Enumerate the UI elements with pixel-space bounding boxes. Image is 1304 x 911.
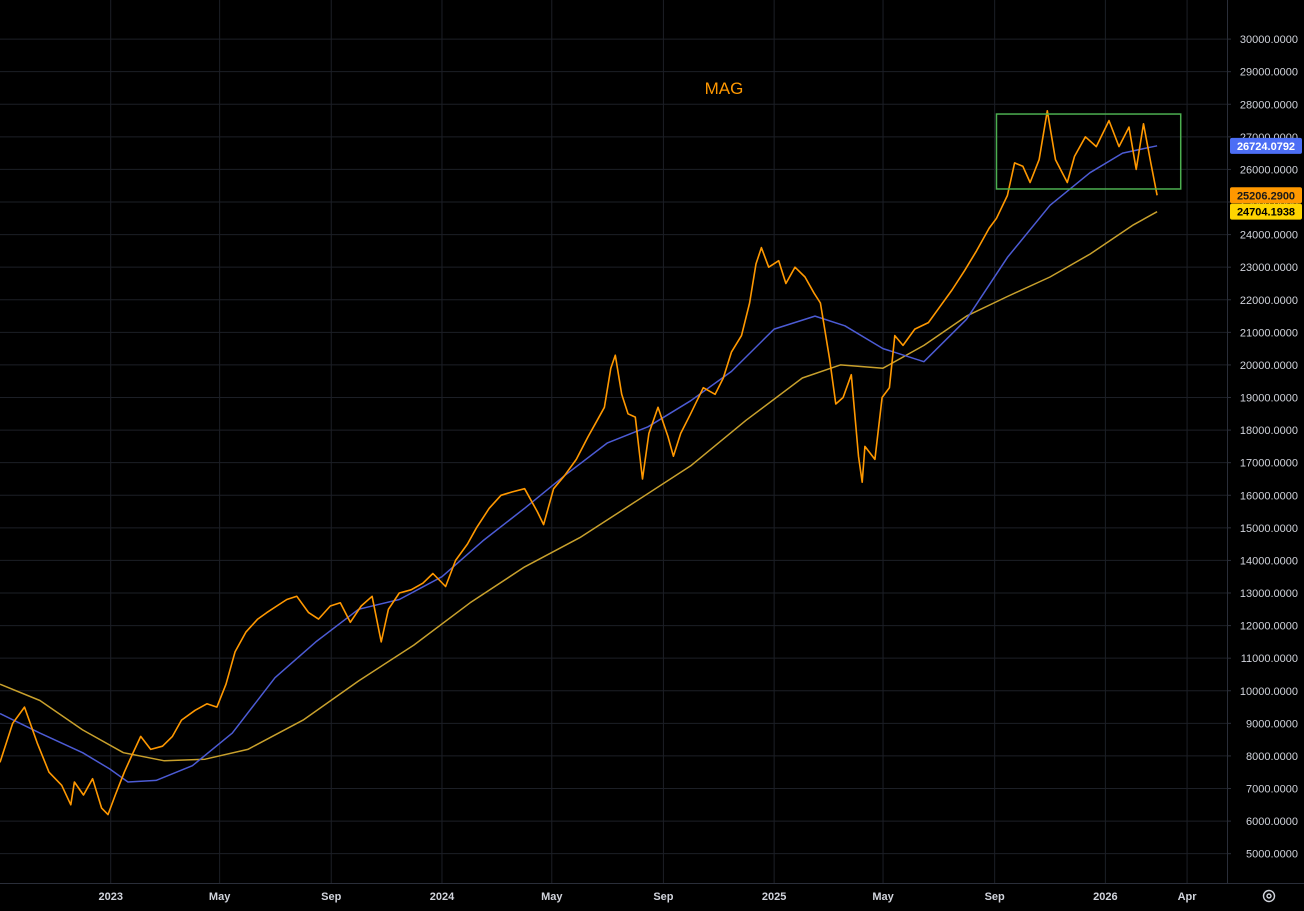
y-tick-label: 10000.0000 — [1240, 686, 1298, 698]
y-tick-label: 26000.0000 — [1240, 164, 1298, 176]
price-badge-label: 25206.2900 — [1237, 190, 1295, 202]
y-tick-label: 21000.0000 — [1240, 327, 1298, 339]
price-badge-label: 26724.0792 — [1237, 141, 1295, 153]
price-series — [0, 110, 1158, 816]
x-tick-label: 2026 — [1093, 891, 1117, 903]
y-tick-label: 14000.0000 — [1240, 555, 1298, 567]
y-tick-label: 28000.0000 — [1240, 99, 1298, 111]
moving-average-slow — [0, 211, 1158, 762]
x-tick-label: 2025 — [762, 891, 786, 903]
y-tick-label: 24000.0000 — [1240, 230, 1298, 242]
y-tick-label: 12000.0000 — [1240, 621, 1298, 633]
y-tick-label: 29000.0000 — [1240, 67, 1298, 79]
annotations[interactable] — [995, 113, 1182, 190]
x-tick-label: Apr — [1178, 891, 1198, 903]
y-tick-label: 19000.0000 — [1240, 393, 1298, 405]
price-badge-box — [1230, 137, 1302, 154]
y-tick-label: 23000.0000 — [1240, 262, 1298, 274]
moving-average-slow-line — [0, 211, 1158, 762]
y-tick-label: 15000.0000 — [1240, 523, 1298, 535]
y-tick-label: 22000.0000 — [1240, 295, 1298, 307]
range-rectangle[interactable] — [995, 113, 1182, 190]
time-axis[interactable]: 2023 May Sep 2024 May Sep 2025 May Sep 2026 Apr — [98, 891, 1197, 903]
price-badge-box — [1230, 203, 1302, 220]
y-tick-label: 11000.0000 — [1241, 653, 1298, 665]
y-tick-label: 16000.0000 — [1240, 490, 1298, 502]
x-tick-label: Sep — [653, 891, 673, 903]
price-badge-label: 24704.1938 — [1237, 207, 1295, 219]
y-tick-label: 5000.0000 — [1246, 849, 1298, 861]
x-tick-label: Sep — [985, 891, 1005, 903]
y-tick-label: 17000.0000 — [1240, 458, 1298, 470]
y-tick-label: 9000.0000 — [1246, 718, 1298, 730]
y-tick-label: 6000.0000 — [1246, 816, 1298, 828]
grid — [0, 0, 1227, 883]
y-tick-label: 30000.0000 — [1240, 34, 1298, 46]
gear-icon[interactable] — [1262, 889, 1276, 903]
y-tick-label: 7000.0000 — [1246, 784, 1298, 796]
x-tick-label: Sep — [321, 891, 341, 903]
y-tick-label: 18000.0000 — [1240, 425, 1298, 437]
x-tick-label: May — [872, 891, 894, 903]
x-tick-label: May — [541, 891, 563, 903]
x-tick-label: 2023 — [98, 891, 122, 903]
price-badge-box — [1230, 187, 1302, 204]
chart-title: MAG — [705, 79, 744, 98]
y-tick-label: 8000.0000 — [1246, 751, 1298, 763]
price-badges: 26724.0792 25206.2900 24704.1938 — [1230, 137, 1302, 220]
price-axis[interactable]: 5000.0000 6000.0000 7000.0000 8000.0000 9000… — [1227, 34, 1298, 861]
y-tick-label: 13000.0000 — [1240, 588, 1298, 600]
price-line — [0, 110, 1158, 816]
x-tick-label: 2024 — [430, 891, 455, 903]
y-tick-label: 20000.0000 — [1240, 360, 1298, 372]
x-tick-label: May — [209, 891, 231, 903]
